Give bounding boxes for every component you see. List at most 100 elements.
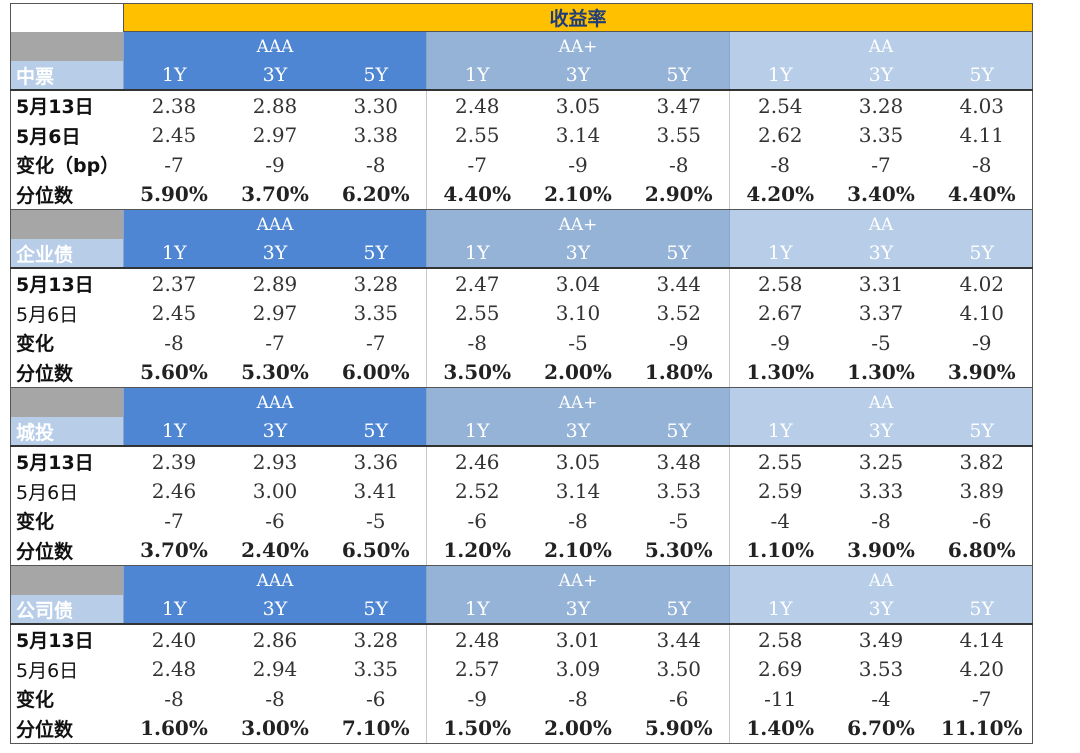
rating-label-aaa — [123, 31, 225, 61]
table-cell: 3.28 — [830, 89, 932, 121]
table-cell: 1.50% — [426, 713, 528, 744]
tenor-label-aaa: 5Y — [325, 239, 427, 268]
table-cell: -7 — [871, 152, 891, 177]
section-header-tenors: 公司债 1Y 3Y 5Y 1Y 3Y 5Y 1Y 3Y 5Y — [10, 595, 1033, 624]
tenor-label-aa-plus: 5Y — [628, 417, 730, 446]
table-cell: 1.60% — [123, 713, 225, 744]
tenor-label-aa-plus: 3Y — [527, 417, 629, 446]
table-row: 分位数 3.70% 2.40% 6.50% 1.20% 2.10% 5.30% 1.10% 3.… — [10, 535, 1033, 566]
rating-label-aaa: AAA — [224, 387, 326, 417]
tenor-label-aaa: 1Y — [123, 417, 225, 446]
tenor-label-aaa: 3Y — [224, 417, 326, 446]
rating-label-aaa: AAA — [224, 209, 326, 239]
table-cell: 3.05 — [527, 445, 629, 477]
row-label: 变化 — [10, 328, 124, 358]
table-cell: -8 — [366, 152, 386, 177]
row-label: 5月6日 — [10, 654, 124, 684]
section-header-ratings: AAA AA+ AA — [10, 31, 1033, 61]
tenor-label-aaa: 3Y — [224, 239, 326, 268]
table-row: 变化 -7 -6 -5 -6 -8 -5 -4 -8 -6 — [10, 506, 1033, 536]
tenor-label-aa-plus: 5Y — [628, 239, 730, 268]
tenor-label-aa-plus: 3Y — [527, 61, 629, 90]
rating-label-aa — [729, 387, 831, 417]
title-corner — [10, 3, 124, 32]
table-cell: -8 — [669, 152, 689, 177]
tenor-label-aa-plus: 1Y — [426, 239, 528, 268]
row-label: 变化（bp） — [10, 150, 124, 180]
table-cell: -5 — [871, 330, 891, 355]
table-title: 收益率 — [123, 3, 1033, 32]
table-cell: -9 — [265, 152, 285, 177]
table-cell: 2.90% — [628, 179, 730, 210]
rating-label-aa-plus — [628, 209, 730, 239]
table-cell: 2.88 — [224, 89, 326, 121]
tenor-label-aa-plus: 3Y — [527, 239, 629, 268]
rating-label-aa-plus — [426, 209, 528, 239]
table-cell: 1.40% — [729, 713, 831, 744]
table-cell: 2.67 — [729, 298, 831, 328]
rating-label-aa-plus — [628, 565, 730, 595]
tenor-label-aaa: 1Y — [123, 595, 225, 624]
table-cell: 2.97 — [252, 123, 298, 148]
table-cell: 2.47 — [426, 267, 528, 299]
table-cell: 2.45 — [151, 301, 197, 326]
table-cell: 3.90% — [830, 535, 932, 566]
table-cell: -9 — [729, 328, 831, 358]
table-cell: 3.52 — [656, 301, 702, 326]
table-cell: 2.55 — [426, 120, 528, 150]
table-cell: 3.35 — [858, 123, 904, 148]
table-cell: 2.69 — [729, 654, 831, 684]
table-cell: 3.28 — [325, 623, 427, 655]
table-cell: -6 — [426, 506, 528, 536]
table-cell: 5.90% — [628, 713, 730, 744]
table-cell: 3.40% — [830, 179, 932, 210]
row-label: 5月13日 — [10, 89, 124, 121]
section-header-ratings: AAA AA+ AA — [10, 387, 1033, 417]
table-cell: 3.50 — [656, 657, 702, 682]
table-cell: 3.70% — [224, 179, 326, 210]
row-label: 变化 — [10, 684, 124, 714]
table-cell: 1.80% — [628, 357, 730, 388]
tenor-label-aa: 3Y — [830, 239, 932, 268]
section-label-top — [10, 387, 124, 417]
table-cell: -6 — [669, 686, 689, 711]
section-label-top — [10, 565, 124, 595]
table-cell: 1.30% — [729, 357, 831, 388]
table-row: 5月6日 2.48 2.94 3.35 2.57 3.09 3.50 2.69 3.53 4.20 — [10, 654, 1033, 684]
section-header-ratings: AAA AA+ AA — [10, 565, 1033, 595]
table-cell: -7 — [265, 330, 285, 355]
table-cell: -8 — [729, 150, 831, 180]
table-cell: 5.60% — [123, 357, 225, 388]
tenor-label-aa: 3Y — [830, 417, 932, 446]
table-cell: 2.45 — [151, 123, 197, 148]
section-header-ratings: AAA AA+ AA — [10, 209, 1033, 239]
row-label: 分位数 — [10, 357, 124, 388]
table-cell: 3.09 — [555, 657, 601, 682]
table-cell: -11 — [729, 684, 831, 714]
yield-table: 收益率 AAA AA+ AA 中票 1Y 3Y 5Y 1Y 3Y 5Y 1Y 3Y 5Y 5月13日 2.3… — [10, 3, 1033, 744]
table-cell: 2.58 — [729, 623, 831, 655]
section-name: 企业债 — [10, 239, 124, 268]
table-cell: 2.89 — [224, 267, 326, 299]
table-cell: 2.40% — [224, 535, 326, 566]
table-row: 分位数 1.60% 3.00% 7.10% 1.50% 2.00% 5.90% 1.40% 6.… — [10, 713, 1033, 744]
table-cell: 3.38 — [353, 123, 399, 148]
table-cell: 2.94 — [252, 657, 298, 682]
table-cell: 6.80% — [931, 535, 1033, 566]
rating-label-aa — [931, 387, 1033, 417]
table-cell: 3.37 — [858, 301, 904, 326]
table-cell: -5 — [669, 508, 689, 533]
table-cell: 2.59 — [729, 476, 831, 506]
table-cell: 2.10% — [527, 535, 629, 566]
table-cell: 3.82 — [931, 445, 1033, 477]
rating-label-aa-plus: AA+ — [527, 387, 629, 417]
table-cell: 3.49 — [830, 623, 932, 655]
table-cell: 2.58 — [729, 267, 831, 299]
tenor-label-aa: 5Y — [931, 239, 1033, 268]
table-cell: 6.50% — [325, 535, 427, 566]
table-cell: -9 — [568, 152, 588, 177]
tenor-label-aaa: 1Y — [123, 239, 225, 268]
table-cell: 2.38 — [123, 89, 225, 121]
table-row: 5月13日 2.40 2.86 3.28 2.48 3.01 3.44 2.58 3.49 4.1… — [10, 623, 1033, 655]
table-cell: 3.70% — [123, 535, 225, 566]
